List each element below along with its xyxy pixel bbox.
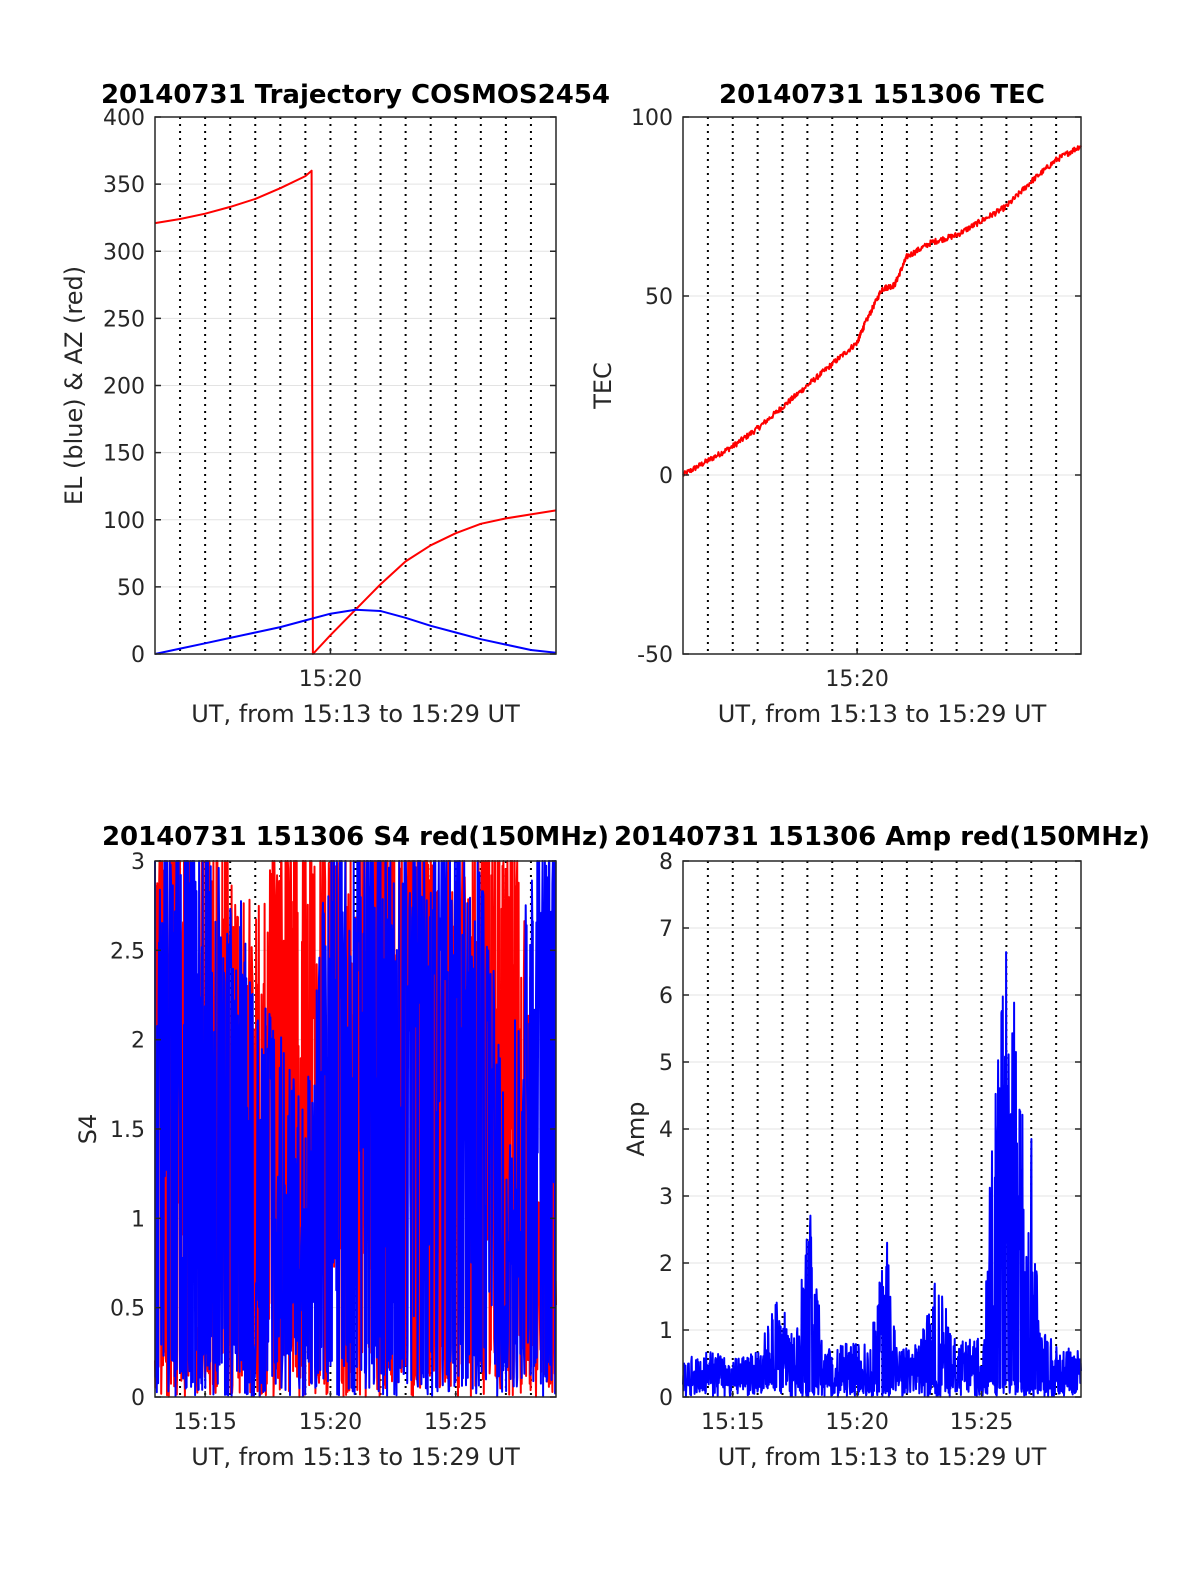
x-tick-label: 15:15 [173,1410,236,1435]
x-tick-label: 15:20 [825,667,888,692]
x-axis-label: UT, from 15:13 to 15:29 UT [718,1443,1047,1471]
x-tick-label: 15:25 [950,1410,1013,1435]
series-group [682,145,1082,477]
axes-frame [682,116,1082,655]
series-line-0 [682,951,1082,1398]
chart-s4: 0 0.5 1 1.5 2 2.5 3 15:15 15:20 15:25 20140731 151… [74,822,609,1471]
y-tick-label: 5 [659,1051,673,1076]
chart-title: 20140731 151306 S4 red(150MHz) [102,822,609,852]
y-tick-label: 100 [631,106,673,131]
y-tick-label: 200 [103,375,145,400]
y-axis-label: Amp [622,1101,650,1156]
series-line-0 [154,169,557,655]
y-tick-label: 250 [103,307,145,332]
x-axis-label: UT, from 15:13 to 15:29 UT [718,700,1047,728]
y-tick-label: 8 [659,850,673,875]
y-tick-label: 2.5 [110,939,145,964]
y-tick-label: 50 [645,285,673,310]
x-tick-label: 15:20 [299,667,362,692]
y-axis-label: TEC [589,362,617,410]
y-tick-label: -50 [637,643,673,668]
y-axis-label: S4 [74,1114,102,1145]
y-tick-label: 1 [659,1319,673,1344]
chart-title: 20140731 Trajectory COSMOS2454 [101,80,610,110]
chart-tec: -50 0 50 100 15:20 20140731 151306 TEC UT, fro… [589,80,1082,728]
y-tick-label: 4 [659,1118,673,1143]
y-tick-label: 0 [659,1386,673,1411]
y-tick-label: 300 [103,240,145,265]
x-axis-label: UT, from 15:13 to 15:29 UT [191,700,520,728]
y-tick-label: 3 [131,850,145,875]
y-tick-label: 1.5 [110,1118,145,1143]
y-tick-label: 2 [659,1252,673,1277]
y-tick-label: 0 [131,643,145,668]
y-tick-label: 1 [131,1207,145,1232]
x-tick-label: 15:20 [825,1410,888,1435]
chart-title: 20140731 151306 TEC [719,80,1045,110]
chart-amp: 0 1 2 3 4 5 6 7 8 15:15 15:20 15:25 20140731 151306 … [614,822,1150,1471]
x-tick-label: 15:25 [424,1410,487,1435]
series-line-1 [154,608,557,655]
series-group [154,169,557,655]
chart-trajectory: 0 50 100 150 200 250 300 350 400 15:20 20140731 Tr… [60,80,610,728]
series-group [682,951,1082,1398]
chart-title: 20140731 151306 Amp red(150MHz) [614,822,1150,852]
y-tick-label: 2 [131,1029,145,1054]
x-tick-label: 15:20 [299,1410,362,1435]
series-line-0 [682,145,1082,477]
y-tick-label: 400 [103,106,145,131]
y-axis-label: EL (blue) & AZ (red) [60,266,88,505]
x-tick-label: 15:15 [701,1410,764,1435]
y-tick-label: 0 [659,464,673,489]
y-tick-label: 0.5 [110,1297,145,1322]
y-tick-label: 150 [103,442,145,467]
y-tick-label: 100 [103,509,145,534]
y-tick-label: 50 [117,576,145,601]
x-axis-label: UT, from 15:13 to 15:29 UT [191,1443,520,1471]
y-tick-label: 350 [103,173,145,198]
y-tick-label: 7 [659,917,673,942]
y-tick-label: 6 [659,984,673,1009]
series-line-1 [154,860,557,1398]
series-group [154,860,557,1398]
y-tick-label: 0 [131,1386,145,1411]
y-tick-label: 3 [659,1185,673,1210]
